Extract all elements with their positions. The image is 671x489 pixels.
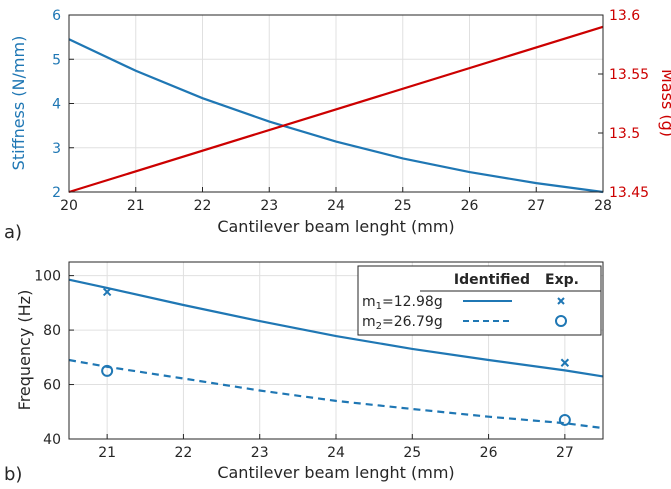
- panel-b-y-tick-label: 100: [34, 269, 61, 285]
- panel-b-y-tick-label: 60: [43, 378, 61, 394]
- legend-entry-2-label: m2=26.79g: [362, 314, 443, 332]
- panel-b-x-axis-label: Cantilever beam lenght (mm): [217, 463, 454, 482]
- panel-b-experimental-points: [101, 287, 571, 426]
- m2-frequency-line: [68, 358, 604, 430]
- panel-a-y-right-label: Mass (g): [658, 69, 671, 137]
- panel-b-series: [68, 278, 604, 430]
- panel-a-y-right-tick-label: 13.6: [609, 8, 640, 24]
- panel-b-x-ticks: 21 22 23 24 25 26 27: [98, 434, 574, 461]
- panel-a-y-left-ticks: 2 3 4 5 6: [52, 8, 74, 201]
- experimental-o-point: [558, 413, 571, 426]
- panel-a-x-tick-label: 25: [394, 198, 412, 214]
- x-marker-stroke: [560, 358, 570, 367]
- panel-a-grid: [68, 14, 604, 193]
- legend-header-exp: Exp.: [545, 272, 579, 288]
- legend-entry-2-o-marker: [555, 315, 567, 327]
- panel-a-x-tick-label: 26: [461, 198, 479, 214]
- x-marker-stroke: [102, 287, 112, 297]
- panel-b-y-tick-label: 80: [43, 323, 61, 339]
- panel-a-label: a): [4, 222, 22, 243]
- panel-a-x-tick-label: 28: [594, 198, 612, 214]
- panel-a-y-right-tick-label: 13.5: [609, 126, 640, 142]
- panel-a-y-right-tick-label: 13.55: [609, 67, 649, 83]
- panel-b-y-tick-label: 40: [43, 432, 61, 448]
- panel-a-y-left-tick-label: 5: [52, 52, 61, 68]
- legend-entry-1-x-marker: [557, 297, 565, 305]
- mass-series-line: [68, 25, 604, 194]
- stiffness-series-line: [68, 38, 604, 194]
- panel-a-y-left-tick-label: 3: [52, 141, 61, 157]
- experimental-x-point: [560, 358, 570, 367]
- panel-b-y-axis-label: Frequency (Hz): [15, 290, 34, 411]
- panel-b-x-tick-label: 26: [480, 445, 498, 461]
- panel-a-x-tick-label: 21: [127, 198, 145, 214]
- panel-b-y-ticks: 40 60 80 100: [34, 269, 74, 448]
- panel-b-label: b): [4, 464, 22, 485]
- panel-a-y-right-tick-label: 13.45: [609, 185, 649, 201]
- panel-a-y-left-label: Stiffness (N/mm): [9, 36, 28, 171]
- panel-a-y-left-tick-label: 4: [52, 97, 61, 113]
- panel-b-legend: Identified Exp. m1=12.98g m2=26.79g: [357, 265, 602, 336]
- panel-a-x-tick-label: 27: [527, 198, 545, 214]
- panel-a-x-tick-label: 22: [194, 198, 212, 214]
- experimental-o-point: [101, 364, 114, 377]
- legend-header-identified: Identified: [454, 272, 530, 288]
- panel-a-x-axis-label: Cantilever beam lenght (mm): [217, 217, 454, 236]
- panel-a-x-tick-label: 24: [327, 198, 345, 214]
- panel-b-x-tick-label: 22: [175, 445, 193, 461]
- panel-a-x-ticks: 20 21 22 23 24 25 26 27 28: [60, 187, 612, 214]
- panel-b-x-tick-label: 23: [251, 445, 269, 461]
- panel-b-x-tick-label: 21: [98, 445, 116, 461]
- panel-a-y-left-tick-label: 2: [52, 185, 61, 201]
- panel-a-series: [68, 25, 604, 194]
- experimental-x-point: [102, 287, 112, 297]
- panel-a-y-left-tick-label: 6: [52, 8, 61, 24]
- m1-frequency-line: [68, 278, 604, 378]
- panel-a-y-right-ticks: 13.45 13.5 13.55 13.6: [598, 8, 649, 201]
- panel-a-x-tick-label: 23: [260, 198, 278, 214]
- panel-a-x-tick-label: 20: [60, 198, 78, 214]
- legend-entry-1-label: m1=12.98g: [362, 294, 443, 312]
- panel-b-x-tick-label: 24: [327, 445, 345, 461]
- panel-b: 21 22 23 24 25 26 27 40 60 80 100 Cantilever beam…: [4, 261, 604, 485]
- panel-b-x-tick-label: 27: [556, 445, 574, 461]
- panel-b-x-tick-label: 25: [403, 445, 421, 461]
